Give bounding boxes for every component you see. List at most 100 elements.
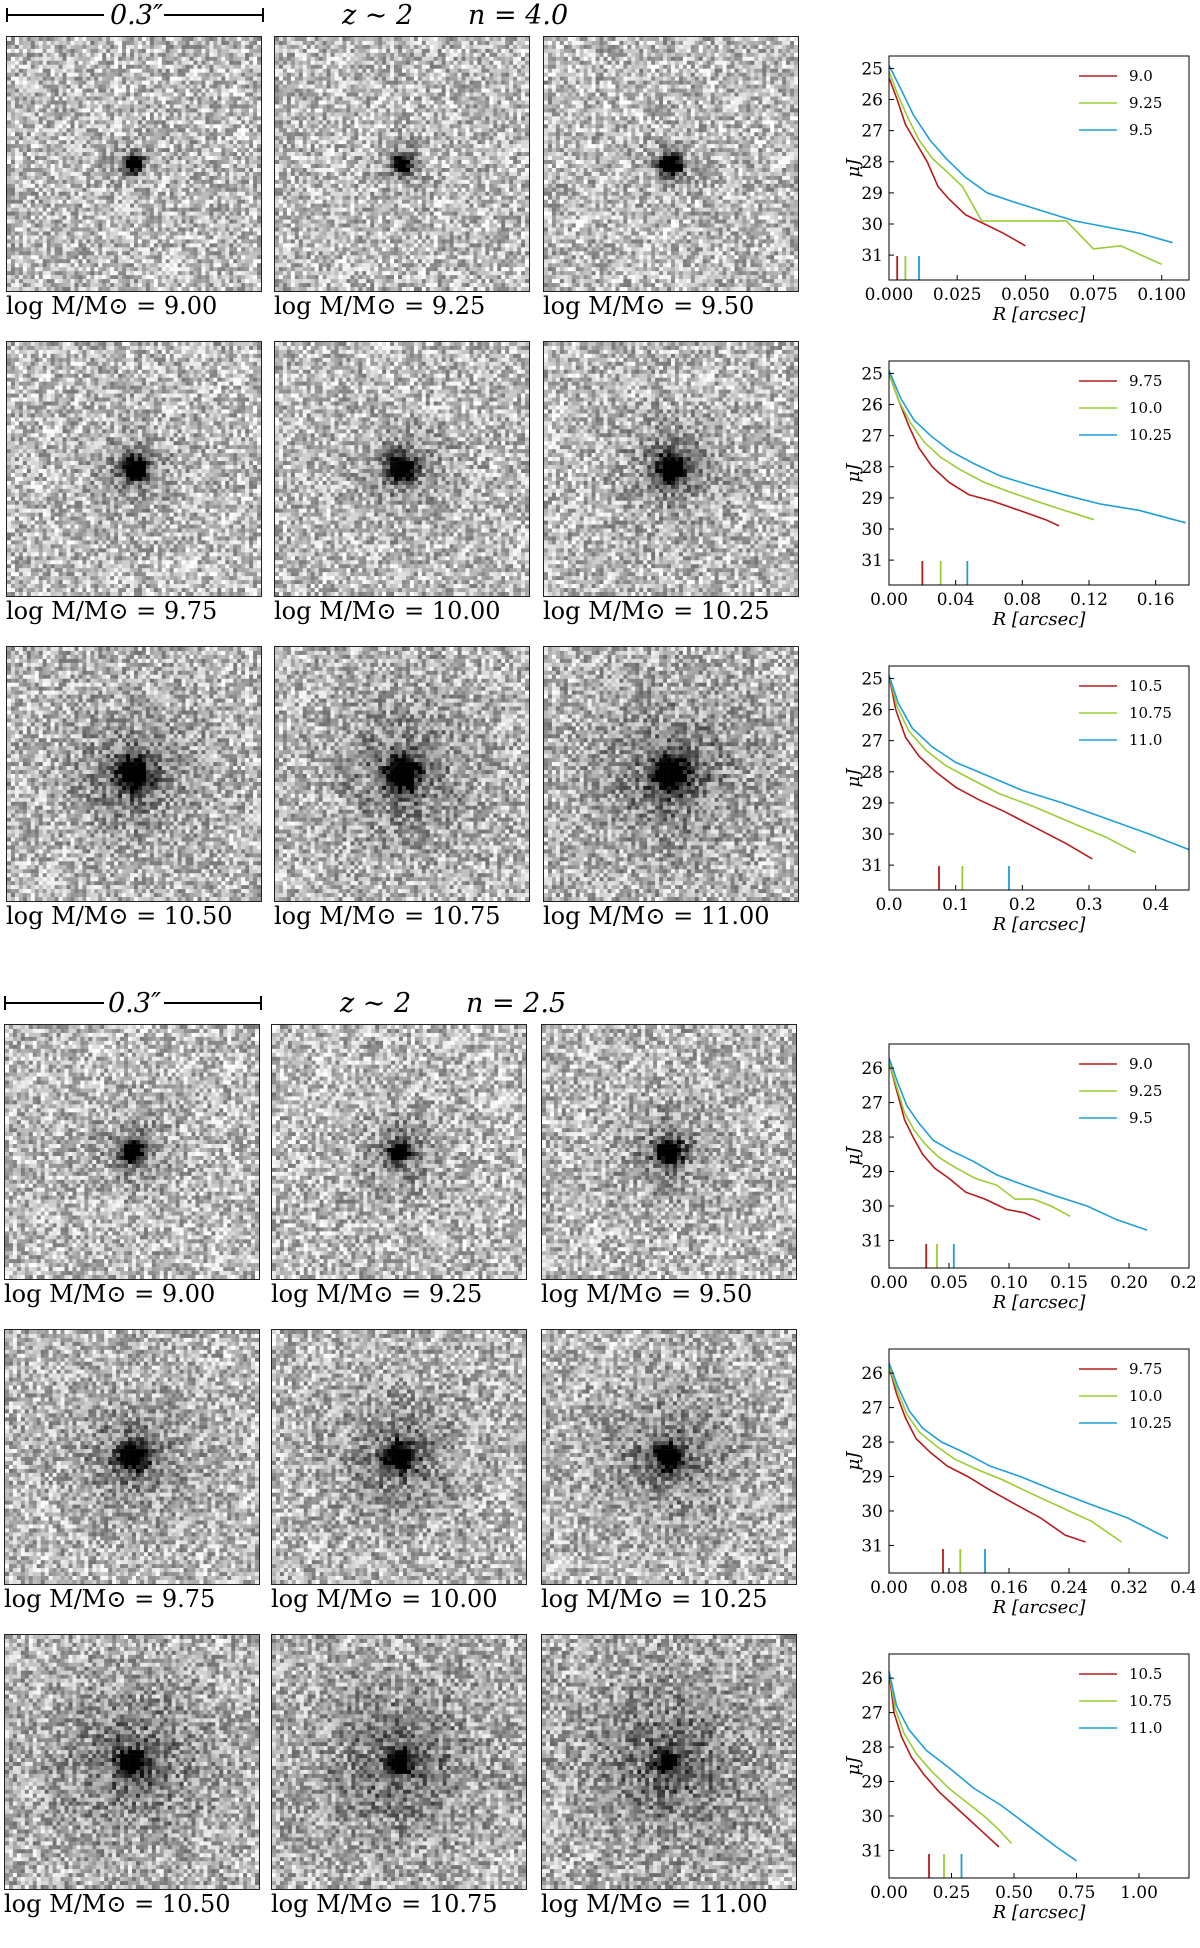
galaxy-thumbnail: log M/M⊙ = 9.50 [541,1024,797,1308]
x-axis-label: R [arcsec] [992,1597,1087,1618]
x-tick-label: 0.05 [930,1273,968,1293]
legend-label: 9.5 [1129,121,1153,139]
mass-caption: log M/M⊙ = 11.00 [541,1890,797,1918]
x-tick-label: 0.00 [870,590,908,610]
series-line [889,1366,1122,1542]
mass-caption: log M/M⊙ = 10.75 [274,902,530,930]
galaxy-image [271,1634,527,1890]
x-tick-label: 0.0 [875,895,902,915]
galaxy-thumbnail: log M/M⊙ = 11.00 [541,1634,797,1918]
y-tick-label: 31 [861,1536,883,1556]
galaxy-thumbnail: log M/M⊙ = 9.25 [274,36,530,320]
series-line [889,675,1092,859]
y-tick-label: 27 [861,427,883,447]
x-tick-label: 0.050 [1001,285,1050,305]
mass-caption: log M/M⊙ = 10.75 [271,1890,527,1918]
y-tick-label: 27 [861,1399,883,1419]
galaxy-thumbnail: log M/M⊙ = 9.75 [4,1329,260,1613]
figure-panel-n2p5: 0.3″ z ∼ 2 n = 2.5 log M/M⊙ = 9.00 log M/… [0,988,1200,1948]
series-line [889,1061,1040,1220]
y-tick-label: 28 [861,1738,883,1758]
profile-chart: 9.7510.010.250.000.080.160.240.320.40262… [845,1329,1195,1633]
y-axis-label: μJ [845,1145,864,1166]
galaxy-thumbnail: log M/M⊙ = 9.50 [543,36,799,320]
x-tick-label: 0.50 [995,1883,1033,1903]
galaxy-image [543,36,799,292]
y-tick-label: 28 [861,1433,883,1453]
legend-label: 10.25 [1129,1414,1172,1432]
legend-label: 10.0 [1129,1387,1162,1405]
y-tick-label: 30 [861,825,883,845]
x-tick-label: 1.00 [1120,1883,1158,1903]
legend-label: 10.75 [1129,1692,1172,1710]
y-tick-label: 26 [861,396,883,416]
x-axis-label: R [arcsec] [992,609,1087,630]
galaxy-image [4,1024,260,1280]
x-axis-label: R [arcsec] [992,914,1087,935]
legend-label: 9.0 [1129,67,1153,85]
x-tick-label: 0.32 [1110,1578,1148,1598]
x-tick-label: 0.25 [1170,1273,1195,1293]
mass-caption: log M/M⊙ = 10.00 [274,597,530,625]
y-tick-label: 27 [861,1704,883,1724]
panel-header: 0.3″ z ∼ 2 n = 2.5 [0,988,800,1024]
legend-label: 10.25 [1129,426,1172,444]
x-tick-label: 0.24 [1050,1578,1088,1598]
x-tick-label: 0.20 [1110,1273,1148,1293]
x-tick-label: 0.025 [933,285,982,305]
redshift-label: z ∼ 2 [342,0,413,31]
y-axis-label: μJ [845,767,864,788]
x-tick-label: 0.3 [1075,895,1102,915]
galaxy-thumbnail: log M/M⊙ = 11.00 [543,646,799,930]
scale-label: 0.3″ [108,988,161,1019]
series-line [889,65,1173,242]
galaxy-image [271,1329,527,1585]
profile-chart-svg: 9.7510.010.250.000.080.160.240.320.40262… [845,1329,1195,1629]
series-line [889,1366,1086,1542]
y-tick-label: 30 [861,1807,883,1827]
plot-frame [889,1654,1189,1878]
y-tick-label: 28 [861,1128,883,1148]
sersic-index-label: n = 4.0 [468,0,568,31]
mass-caption: log M/M⊙ = 10.50 [4,1890,260,1918]
legend-label: 11.0 [1129,1719,1162,1737]
galaxy-thumbnail: log M/M⊙ = 10.75 [271,1634,527,1918]
y-tick-label: 26 [861,1669,883,1689]
y-tick-label: 31 [861,551,883,571]
legend-label: 11.0 [1129,731,1162,749]
mass-caption: log M/M⊙ = 10.25 [541,1585,797,1613]
mass-caption: log M/M⊙ = 9.00 [6,292,262,320]
y-tick-label: 28 [861,153,883,173]
x-tick-label: 0.100 [1137,285,1186,305]
galaxy-image [274,341,530,597]
series-line [889,1061,1070,1216]
galaxy-thumbnail: log M/M⊙ = 10.00 [274,341,530,625]
x-tick-label: 0.16 [990,1578,1028,1598]
mass-caption: log M/M⊙ = 9.25 [274,292,530,320]
y-tick-label: 25 [861,364,883,384]
y-axis-label: μJ [845,1450,864,1471]
y-axis-label: μJ [845,1755,864,1776]
x-axis-label: R [arcsec] [992,1902,1087,1923]
redshift-label: z ∼ 2 [340,988,411,1019]
legend-label: 10.0 [1129,399,1162,417]
series-line [889,675,1136,852]
y-tick-label: 31 [861,1841,883,1861]
mass-caption: log M/M⊙ = 9.00 [4,1280,260,1308]
y-tick-label: 31 [861,1231,883,1251]
plot-frame [889,361,1189,585]
galaxy-image [4,1634,260,1890]
x-tick-label: 0.08 [1003,590,1041,610]
legend-label: 10.5 [1129,1665,1162,1683]
x-tick-label: 0.1 [942,895,969,915]
x-tick-label: 0.10 [990,1273,1028,1293]
y-tick-label: 30 [861,1197,883,1217]
mass-caption: log M/M⊙ = 10.25 [543,597,799,625]
galaxy-image [6,646,262,902]
